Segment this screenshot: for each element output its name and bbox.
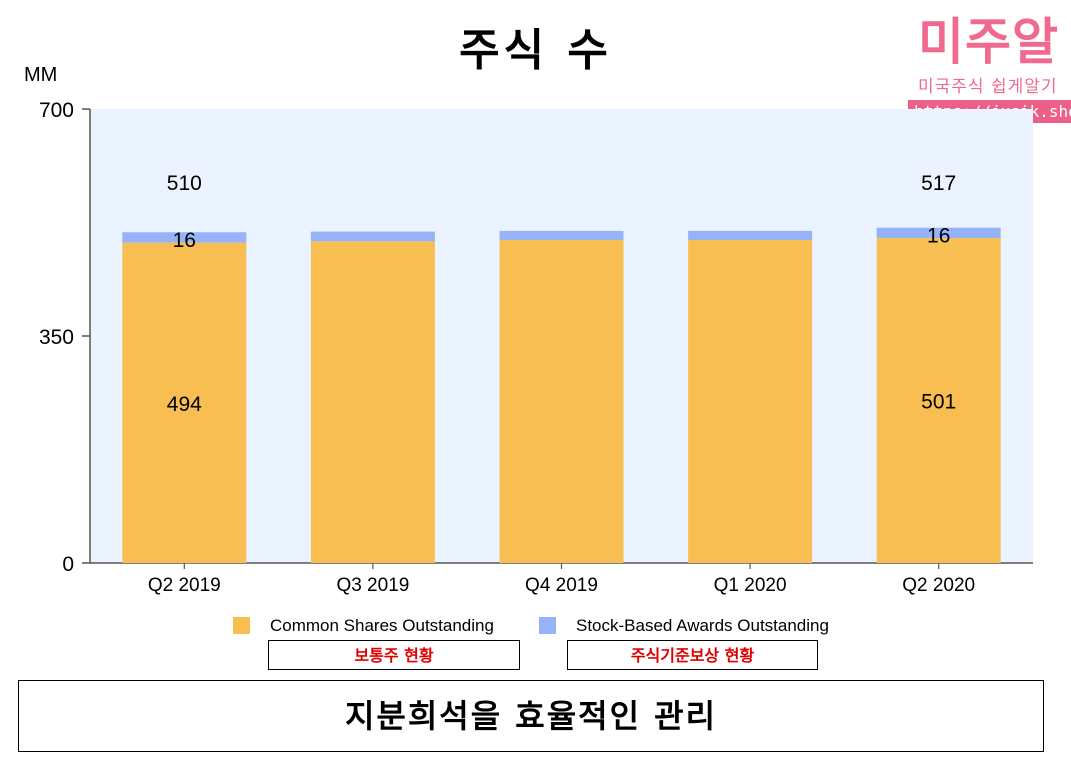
data-label-awards: 16 [173, 229, 196, 252]
bar-stock-awards [122, 232, 247, 243]
brand-logo: 미주알 [918, 13, 1059, 71]
x-tick-label: Q2 2020 [902, 575, 975, 596]
x-tick-label: Q4 2019 [525, 575, 598, 596]
x-tick-label: Q1 2020 [714, 575, 787, 596]
y-tick-label: 0 [62, 553, 74, 576]
brand-tagline: 미국주식 쉽게알기 [918, 77, 1058, 97]
bar-common-shares [122, 242, 247, 563]
x-tick-label: Q3 2019 [336, 575, 409, 596]
x-tick-label: Q2 2019 [148, 575, 221, 596]
stacked-bar-chart: 0 350 700 494 16 510 Q2 2019 Q3 2019 Q4 2019 Q1 2… [39, 99, 1033, 596]
data-label-total: 517 [921, 172, 956, 195]
bar-stock-awards [688, 230, 813, 241]
bar-common-shares [876, 238, 1001, 563]
summary-banner: 지분희석을 효율적인 관리 [18, 680, 1044, 752]
y-tick-label: 350 [39, 326, 74, 349]
y-axis-unit: MM [24, 64, 58, 86]
data-label-common: 494 [167, 393, 202, 416]
legend-annotation-awards: 주식기준보상 현황 [567, 640, 818, 670]
bar-common-shares [688, 240, 813, 564]
bar-common-shares [310, 241, 435, 563]
data-label-awards: 16 [927, 225, 950, 248]
bar-common-shares [499, 240, 624, 564]
data-label-common: 501 [921, 391, 956, 414]
bar-stock-awards [499, 230, 624, 241]
y-tick-label: 700 [39, 99, 74, 122]
bar-stock-awards [876, 227, 1001, 239]
legend-label-awards: Stock-Based Awards Outstanding [576, 616, 829, 635]
legend-swatch-common [233, 617, 250, 634]
data-label-total: 510 [167, 172, 202, 195]
chart-title: 주식 수 [459, 25, 612, 76]
bar-stock-awards [310, 231, 435, 242]
legend-swatch-awards [539, 617, 556, 634]
legend-annotation-common: 보통주 현황 [268, 640, 520, 670]
legend-label-common: Common Shares Outstanding [270, 616, 494, 635]
